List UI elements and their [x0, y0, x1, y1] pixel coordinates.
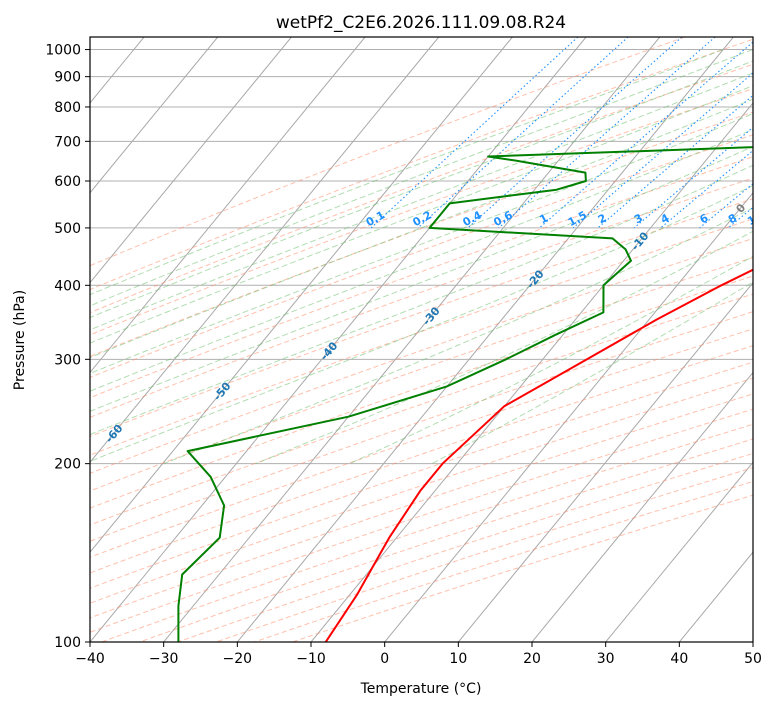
isotherm-gridline: [16, 37, 512, 642]
dewpoint-profile-line: [178, 50, 775, 642]
x-tick-label: 20: [523, 651, 541, 667]
dry-adiabat: [63, 37, 775, 642]
mixing-ratio-label: 0.1: [364, 208, 387, 229]
dry-adiabat: [254, 37, 775, 642]
y-tick-label: 1000: [45, 43, 81, 59]
mixing-ratio-label: 1.5: [566, 208, 589, 229]
dry-adiabat: [216, 37, 775, 642]
isotherm-gridline: [606, 37, 775, 642]
dry-adiabat: [178, 37, 775, 642]
mixing-ratio-label: 0.6: [491, 208, 515, 229]
y-tick-label: 400: [54, 278, 81, 294]
x-tick-label: −40: [75, 651, 105, 667]
mixing-ratio-line: [539, 37, 759, 228]
mixing-ratio-label: 4: [659, 211, 672, 226]
mixing-ratio-line: [751, 37, 775, 228]
moist-adiabat: [0, 50, 723, 464]
plot-frame: [90, 37, 753, 642]
mixing-ratio-label: 10: [745, 209, 765, 228]
x-tick-label: 40: [670, 651, 688, 667]
mixing-ratio-line: [499, 37, 715, 228]
x-tick-label: −10: [296, 651, 326, 667]
y-tick-label: 600: [54, 174, 81, 190]
isotherm-label: -70: [0, 472, 11, 496]
isotherm-gridline: [532, 37, 775, 642]
y-tick-label: 200: [54, 457, 81, 473]
moist-adiabat: [0, 50, 775, 464]
x-tick-label: 30: [597, 651, 615, 667]
moist-adiabat: [164, 50, 775, 464]
x-tick-label: −30: [149, 651, 179, 667]
x-axis-label: Temperature (°C): [360, 681, 482, 697]
y-tick-label: 300: [54, 352, 81, 368]
moist-adiabat: [256, 50, 775, 464]
moist-adiabat: [350, 50, 775, 464]
isotherm-gridline: [0, 37, 70, 642]
chart-title: wetPf2_C2E6.2026.111.09.08.R24: [276, 13, 566, 33]
mixing-ratio-line: [418, 37, 628, 228]
mixing-ratio-label: 3: [632, 211, 645, 226]
x-tick-label: −20: [223, 651, 253, 667]
moist-adiabat: [84, 50, 775, 464]
moist-adiabat: [432, 50, 775, 464]
y-tick-label: 800: [54, 100, 81, 116]
mixing-ratio-label: 2: [596, 211, 609, 226]
isotherm-gridline: [0, 37, 291, 642]
y-tick-label: 900: [54, 70, 81, 86]
isotherm-gridline: [90, 37, 586, 642]
y-tick-label: 700: [54, 134, 81, 150]
mixing-ratio-line: [468, 37, 682, 228]
y-tick-label: 500: [54, 221, 81, 237]
mixing-ratio-line: [700, 37, 775, 228]
dry-adiabat: [0, 37, 685, 642]
y-tick-label: 100: [54, 635, 81, 651]
isotherm-gridline: [679, 37, 775, 642]
isotherm-gridline: [0, 37, 365, 642]
x-tick-label: 0: [380, 651, 389, 667]
x-tick-label: 10: [449, 651, 467, 667]
isotherm-gridline: [458, 37, 775, 642]
y-axis-label: Pressure (hPa): [12, 290, 28, 390]
x-tick-label: 50: [744, 651, 762, 667]
isotherm-gridline: [753, 37, 775, 642]
